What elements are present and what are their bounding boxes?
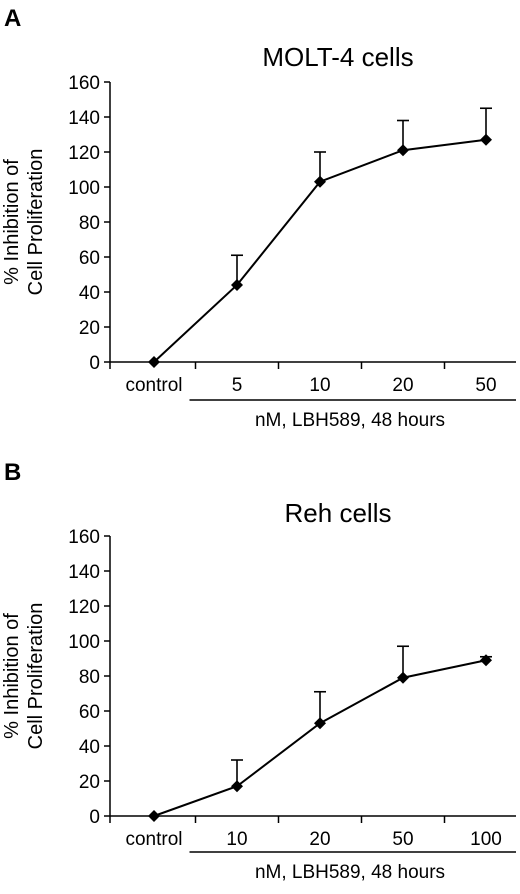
y-tick-label-a: 140: [68, 108, 100, 129]
x-tick-label-a: 50: [475, 375, 496, 396]
y-tick-label-b: 40: [79, 737, 100, 758]
data-point-b: [397, 671, 409, 684]
y-tick-label-b: 20: [79, 772, 100, 793]
y-tick-label-b: 80: [79, 667, 100, 688]
data-point-b: [231, 780, 243, 793]
chart-panel-b: B Reh cells % Inhibition of Cell Prolifer…: [0, 454, 520, 894]
y-tick-label-b: 0: [89, 807, 100, 828]
data-point-a: [314, 175, 326, 188]
data-point-b: [480, 654, 492, 667]
y-axis-label-b: % Inhibition of Cell Proliferation: [1, 603, 47, 750]
y-tick-label-a: 100: [68, 178, 100, 199]
y-axis-label-text-a: % Inhibition of Cell Proliferation: [1, 149, 47, 296]
y-tick-label-a: 120: [68, 143, 100, 164]
y-axis-label-text-b: % Inhibition of Cell Proliferation: [1, 603, 47, 750]
y-tick-label-b: 60: [79, 702, 100, 723]
chart-panel-a: A MOLT-4 cells % Inhibition of Cell Proli…: [0, 0, 520, 440]
x-tick-label-b: 50: [392, 829, 413, 850]
chart-a: A MOLT-4 cells % Inhibition of Cell Proli…: [1, 5, 516, 431]
chart-title-a: MOLT-4 cells: [262, 42, 413, 72]
y-tick-label-b: 120: [68, 597, 100, 618]
data-point-a: [397, 144, 409, 157]
chart-b: B Reh cells % Inhibition of Cell Prolifer…: [1, 459, 516, 883]
panel-label-b: B: [4, 459, 21, 486]
y-tick-label-a: 0: [89, 353, 100, 374]
x-axis-label-a: nM, LBH589, 48 hours: [255, 410, 445, 431]
y-tick-label-a: 20: [79, 318, 100, 339]
y-tick-label-a: 60: [79, 248, 100, 269]
y-axis-label-a: % Inhibition of Cell Proliferation: [1, 149, 47, 296]
y-tick-label-b: 100: [68, 632, 100, 653]
x-tick-label-b: 20: [309, 829, 330, 850]
data-point-b: [314, 717, 326, 730]
x-axis-label-b: nM, LBH589, 48 hours: [255, 862, 445, 883]
y-tick-label-b: 140: [68, 562, 100, 583]
y-tick-label-a: 160: [68, 73, 100, 94]
series-line-b: [153, 659, 487, 817]
data-point-a: [231, 279, 243, 291]
x-tick-label-a: control: [125, 375, 182, 396]
data-point-b: [148, 810, 160, 822]
panel-label-a: A: [4, 5, 21, 32]
data-point-a: [480, 133, 492, 146]
chart-title-b: Reh cells: [285, 498, 392, 528]
x-tick-label-a: 20: [392, 375, 413, 396]
y-tick-label-a: 80: [79, 213, 100, 234]
data-point-a: [148, 356, 160, 368]
x-tick-label-a: 5: [232, 375, 243, 396]
y-tick-label-a: 40: [79, 283, 100, 304]
x-tick-label-b: 10: [226, 829, 247, 850]
x-tick-label-b: control: [125, 829, 182, 850]
x-tick-label-a: 10: [309, 375, 330, 396]
x-tick-label-b: 100: [470, 829, 502, 850]
y-tick-label-b: 160: [68, 527, 100, 548]
